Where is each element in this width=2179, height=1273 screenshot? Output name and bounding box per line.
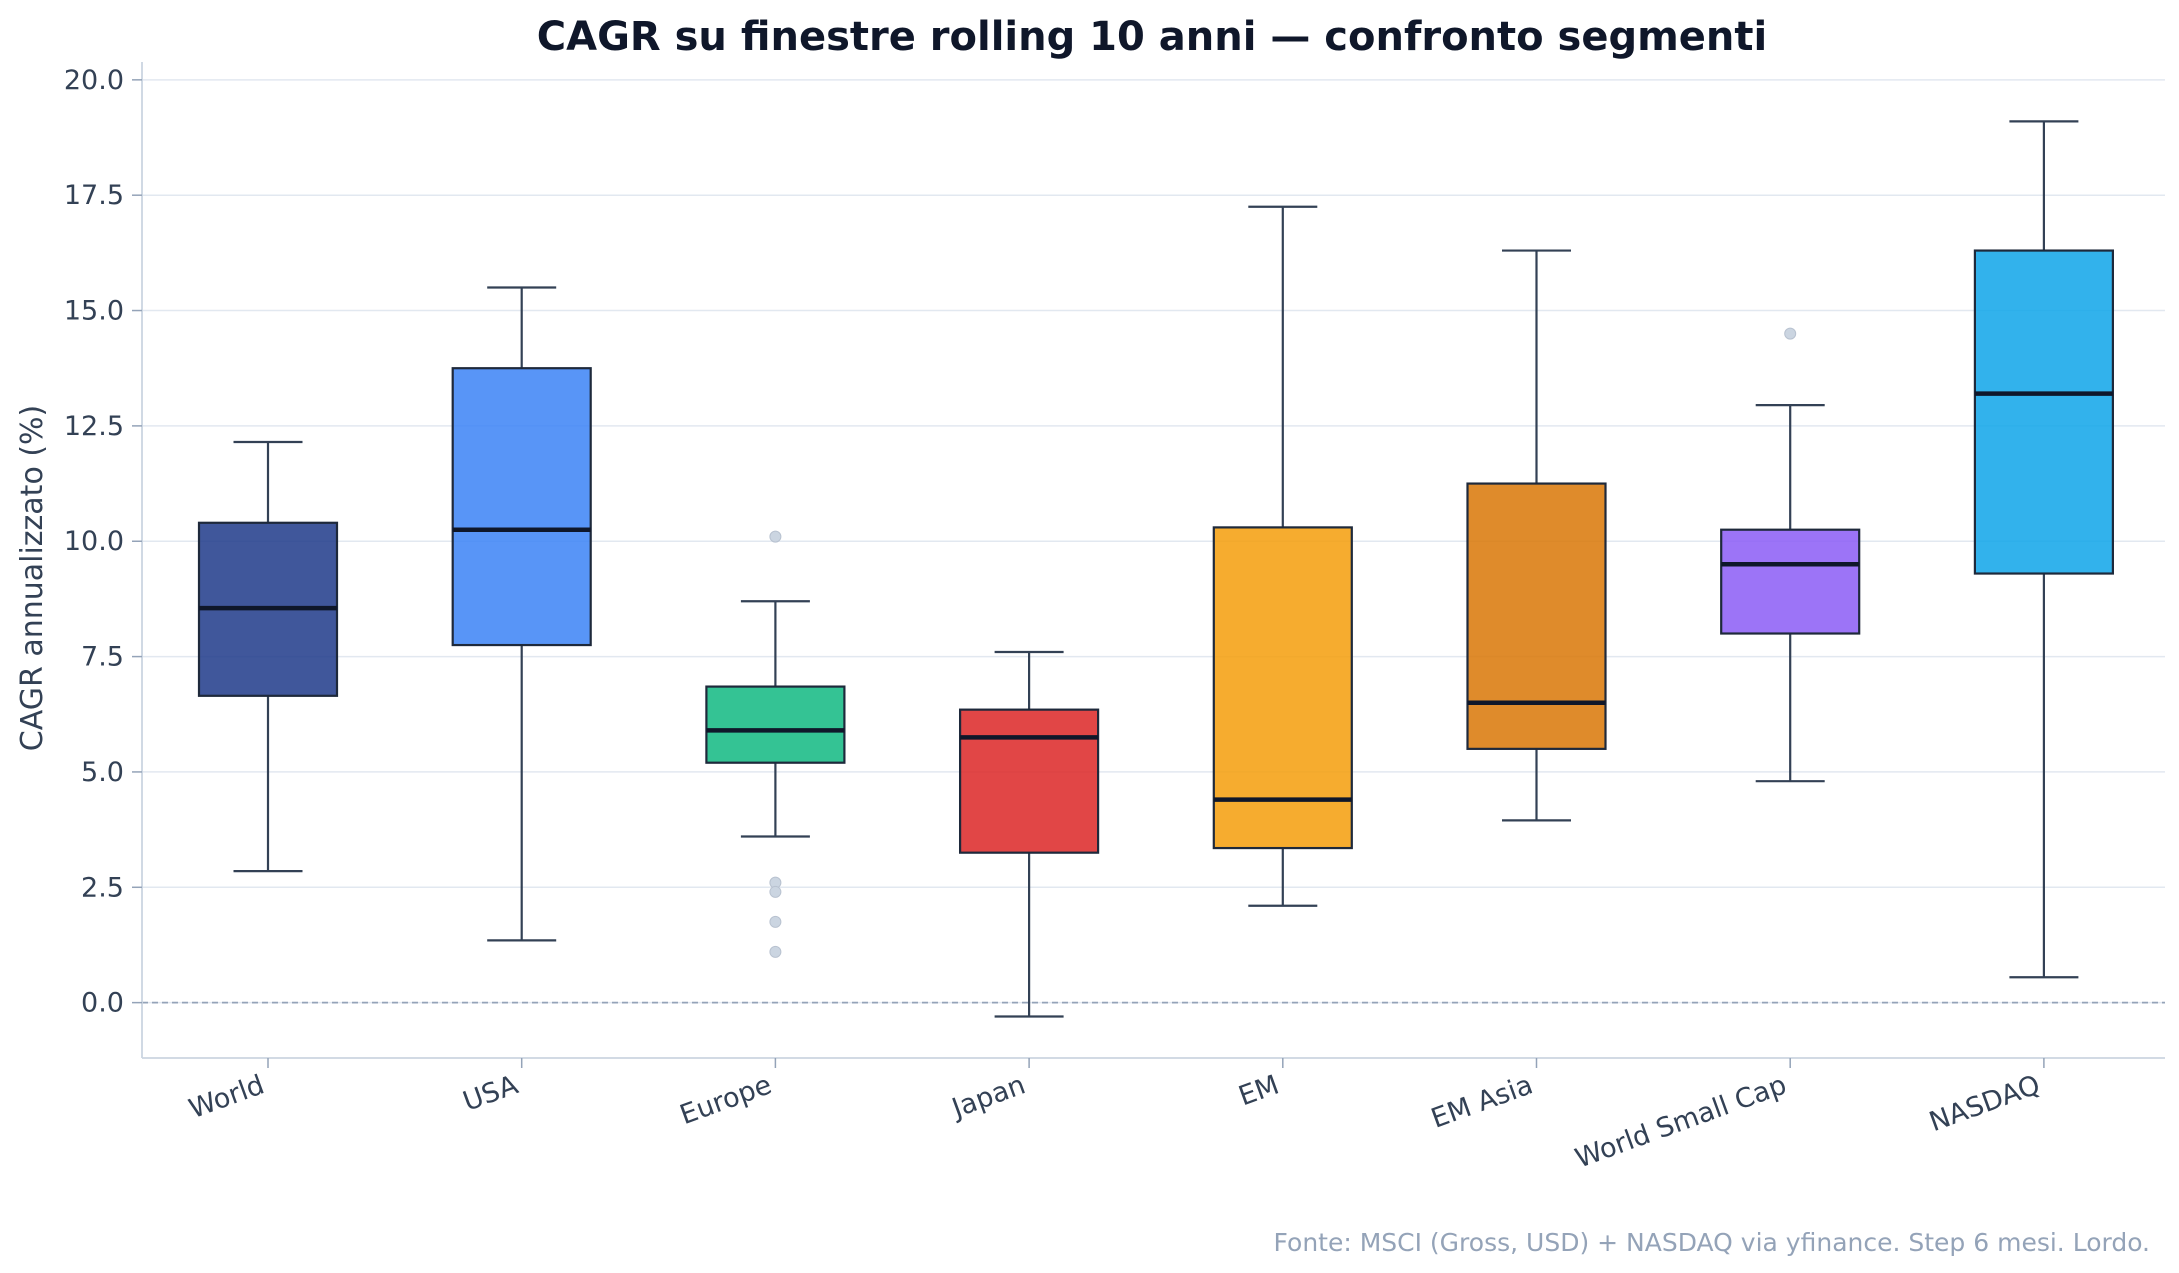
outlier-point <box>1784 327 1797 340</box>
y-ticks: 0.0 2.5 5.0 7.5 10.0 12.5 15.0 17.5 20.0 <box>64 65 142 1019</box>
outlier-point <box>769 885 782 898</box>
box-group <box>1466 249 1607 822</box>
iqr-box <box>958 708 1100 854</box>
iqr-box <box>1720 528 1861 635</box>
y-tick-label: 0.0 <box>81 988 124 1019</box>
y-axis-label: CAGR annualizzato (%) <box>15 405 50 752</box>
y-tick-label: 2.5 <box>81 872 124 903</box>
x-tick-label: Japan <box>946 1069 1029 1125</box>
box-group <box>451 286 592 942</box>
iqr-box <box>1212 526 1353 850</box>
boxes <box>197 120 2115 1018</box>
gridlines <box>142 79 2165 1004</box>
axes <box>141 62 2165 1059</box>
source-note: Fonte: MSCI (Gross, USD) + NASDAQ via yf… <box>1274 1228 2150 1257</box>
x-tick-label: NASDAQ <box>1925 1069 2044 1138</box>
iqr-box <box>1973 249 2115 575</box>
outlier-point <box>769 945 782 958</box>
y-tick-label: 20.0 <box>64 65 124 96</box>
chart-title: CAGR su finestre rolling 10 anni — confr… <box>537 14 1768 60</box>
outlier-point <box>769 530 782 543</box>
iqr-box <box>1466 482 1607 750</box>
box-group <box>1212 205 1353 907</box>
x-tick-label: EM Asia <box>1427 1069 1537 1134</box>
x-tick-label: EM <box>1235 1069 1284 1112</box>
box-group <box>958 650 1100 1018</box>
iqr-box <box>705 685 846 764</box>
x-tick-label: Europe <box>676 1069 776 1131</box>
x-tick-label: USA <box>459 1069 523 1117</box>
x-ticks: World USA Europe Japan EM EM Asia World Small … <box>185 1058 2045 1175</box>
x-tick-label: World Small Cap <box>1571 1069 1790 1174</box>
y-tick-label: 10.0 <box>64 526 124 557</box>
box-group <box>1973 120 2115 979</box>
y-tick-label: 17.5 <box>64 180 124 211</box>
y-tick-label: 7.5 <box>81 642 124 673</box>
y-tick-label: 12.5 <box>64 411 124 442</box>
x-tick-label: World <box>185 1069 268 1125</box>
box-group <box>197 440 339 873</box>
box-group <box>1720 327 1861 783</box>
y-tick-label: 5.0 <box>81 757 124 788</box>
y-tick-label: 15.0 <box>64 296 124 327</box>
iqr-box <box>451 367 592 647</box>
outlier-point <box>769 915 782 928</box>
box-group <box>705 530 846 958</box>
